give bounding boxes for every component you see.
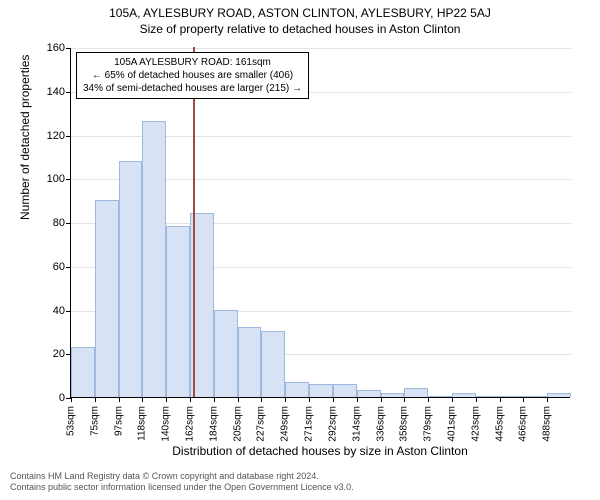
- xtick-mark: [452, 397, 453, 402]
- xtick-mark: [214, 397, 215, 402]
- ytick-mark: [66, 48, 71, 49]
- xtick-mark: [285, 397, 286, 402]
- histogram-bar: [500, 396, 524, 397]
- xtick-mark: [166, 397, 167, 402]
- xtick-mark: [95, 397, 96, 402]
- ytick-label: 160: [41, 42, 65, 54]
- xtick-label: 227sqm: [256, 406, 267, 442]
- footer: Contains HM Land Registry data © Crown c…: [10, 471, 354, 494]
- xtick-mark: [357, 397, 358, 402]
- histogram-bar: [261, 331, 285, 397]
- histogram-bar: [476, 396, 500, 397]
- ytick-label: 0: [41, 392, 65, 404]
- ytick-mark: [66, 92, 71, 93]
- xtick-label: 205sqm: [232, 406, 243, 442]
- histogram-bar: [71, 347, 95, 397]
- xtick-label: 445sqm: [494, 406, 505, 442]
- ytick-label: 120: [41, 130, 65, 142]
- histogram-bar: [285, 382, 309, 397]
- x-axis-label: Distribution of detached houses by size …: [70, 444, 570, 458]
- page-subtitle: Size of property relative to detached ho…: [0, 20, 600, 36]
- ytick-mark: [66, 267, 71, 268]
- histogram-bar: [523, 396, 547, 397]
- xtick-mark: [119, 397, 120, 402]
- histogram-bar: [547, 393, 571, 397]
- histogram-bar: [166, 226, 190, 397]
- xtick-label: 358sqm: [399, 406, 410, 442]
- xtick-label: 184sqm: [208, 406, 219, 442]
- xtick-label: 249sqm: [280, 406, 291, 442]
- xtick-mark: [238, 397, 239, 402]
- histogram-bar: [357, 390, 381, 397]
- xtick-label: 271sqm: [304, 406, 315, 442]
- xtick-mark: [333, 397, 334, 402]
- ytick-mark: [66, 179, 71, 180]
- xtick-label: 314sqm: [351, 406, 362, 442]
- reference-line: [193, 47, 195, 397]
- xtick-mark: [523, 397, 524, 402]
- xtick-mark: [428, 397, 429, 402]
- gridline: [71, 48, 571, 49]
- xtick-label: 466sqm: [518, 406, 529, 442]
- xtick-mark: [476, 397, 477, 402]
- xtick-mark: [381, 397, 382, 402]
- footer-line-2: Contains public sector information licen…: [10, 482, 354, 494]
- annotation-line-2: ← 65% of detached houses are smaller (40…: [83, 69, 302, 82]
- ytick-mark: [66, 136, 71, 137]
- ytick-mark: [66, 311, 71, 312]
- xtick-label: 336sqm: [375, 406, 386, 442]
- xtick-label: 379sqm: [423, 406, 434, 442]
- histogram-bar: [381, 393, 405, 397]
- chart-area: 02040608010012014016053sqm75sqm97sqm118s…: [70, 48, 570, 398]
- xtick-label: 118sqm: [137, 406, 148, 441]
- xtick-label: 401sqm: [446, 406, 457, 442]
- ytick-label: 20: [41, 348, 65, 360]
- histogram-bar: [333, 384, 357, 397]
- xtick-label: 75sqm: [89, 406, 100, 436]
- histogram-bar: [214, 310, 238, 398]
- xtick-mark: [261, 397, 262, 402]
- page-title: 105A, AYLESBURY ROAD, ASTON CLINTON, AYL…: [0, 0, 600, 20]
- xtick-mark: [500, 397, 501, 402]
- xtick-label: 423sqm: [470, 406, 481, 442]
- histogram-bar: [428, 396, 452, 397]
- xtick-label: 53sqm: [66, 406, 77, 436]
- xtick-label: 140sqm: [161, 406, 172, 442]
- histogram-bar: [95, 200, 119, 397]
- xtick-label: 292sqm: [327, 406, 338, 442]
- annotation-line-3: 34% of semi-detached houses are larger (…: [83, 82, 302, 95]
- ytick-label: 60: [41, 261, 65, 273]
- xtick-mark: [309, 397, 310, 402]
- xtick-label: 162sqm: [185, 406, 196, 442]
- xtick-label: 97sqm: [113, 406, 124, 436]
- y-axis-label: Number of detached properties: [18, 55, 32, 220]
- ytick-label: 80: [41, 217, 65, 229]
- xtick-mark: [190, 397, 191, 402]
- ytick-label: 100: [41, 173, 65, 185]
- histogram-bar: [238, 327, 262, 397]
- xtick-mark: [404, 397, 405, 402]
- xtick-mark: [547, 397, 548, 402]
- xtick-label: 488sqm: [542, 406, 553, 442]
- histogram-bar: [119, 161, 143, 397]
- histogram-bar: [452, 393, 476, 397]
- ytick-label: 140: [41, 86, 65, 98]
- plot-region: 02040608010012014016053sqm75sqm97sqm118s…: [70, 48, 570, 398]
- annotation-box: 105A AYLESBURY ROAD: 161sqm ← 65% of det…: [76, 52, 309, 99]
- histogram-bar: [309, 384, 333, 397]
- annotation-line-1: 105A AYLESBURY ROAD: 161sqm: [83, 56, 302, 69]
- xtick-mark: [71, 397, 72, 402]
- xtick-mark: [142, 397, 143, 402]
- ytick-mark: [66, 223, 71, 224]
- footer-line-1: Contains HM Land Registry data © Crown c…: [10, 471, 354, 483]
- ytick-label: 40: [41, 305, 65, 317]
- histogram-bar: [404, 388, 428, 397]
- histogram-bar: [142, 121, 166, 397]
